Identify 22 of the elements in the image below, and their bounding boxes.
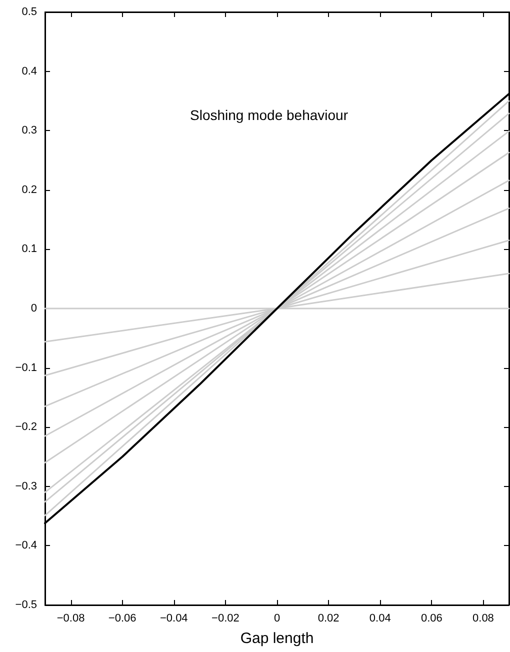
x-tick-label: −0.04 — [160, 612, 188, 624]
x-tick-label: 0.04 — [369, 612, 391, 624]
x-tick-label: 0.02 — [318, 612, 340, 624]
y-tick-label: −0.3 — [15, 480, 37, 492]
y-tick-label: −0.2 — [15, 421, 37, 434]
x-tick-label: 0 — [274, 612, 280, 624]
y-tick-label: 0 — [30, 302, 37, 314]
x-axis-title: Gap length — [240, 630, 314, 647]
annotation: Sloshing mode behaviour — [190, 107, 348, 123]
y-tick-label: −0.4 — [15, 540, 37, 552]
y-tick-label: 0.1 — [22, 243, 37, 256]
x-tick-label: −0.02 — [212, 612, 240, 624]
x-tick-label: 0.08 — [472, 612, 494, 624]
y-tick-label: −0.1 — [15, 362, 37, 374]
y-tick-label: 0.5 — [22, 6, 37, 18]
x-tick-label: −0.08 — [56, 612, 85, 624]
y-tick-label: 0.2 — [22, 184, 37, 196]
y-tick-label: 0.4 — [22, 65, 37, 78]
y-tick-label: 0.3 — [22, 124, 37, 137]
y-tick-label: −0.5 — [15, 599, 37, 611]
x-tick-label: 0.06 — [420, 612, 442, 624]
x-tick-label: −0.06 — [108, 612, 136, 624]
